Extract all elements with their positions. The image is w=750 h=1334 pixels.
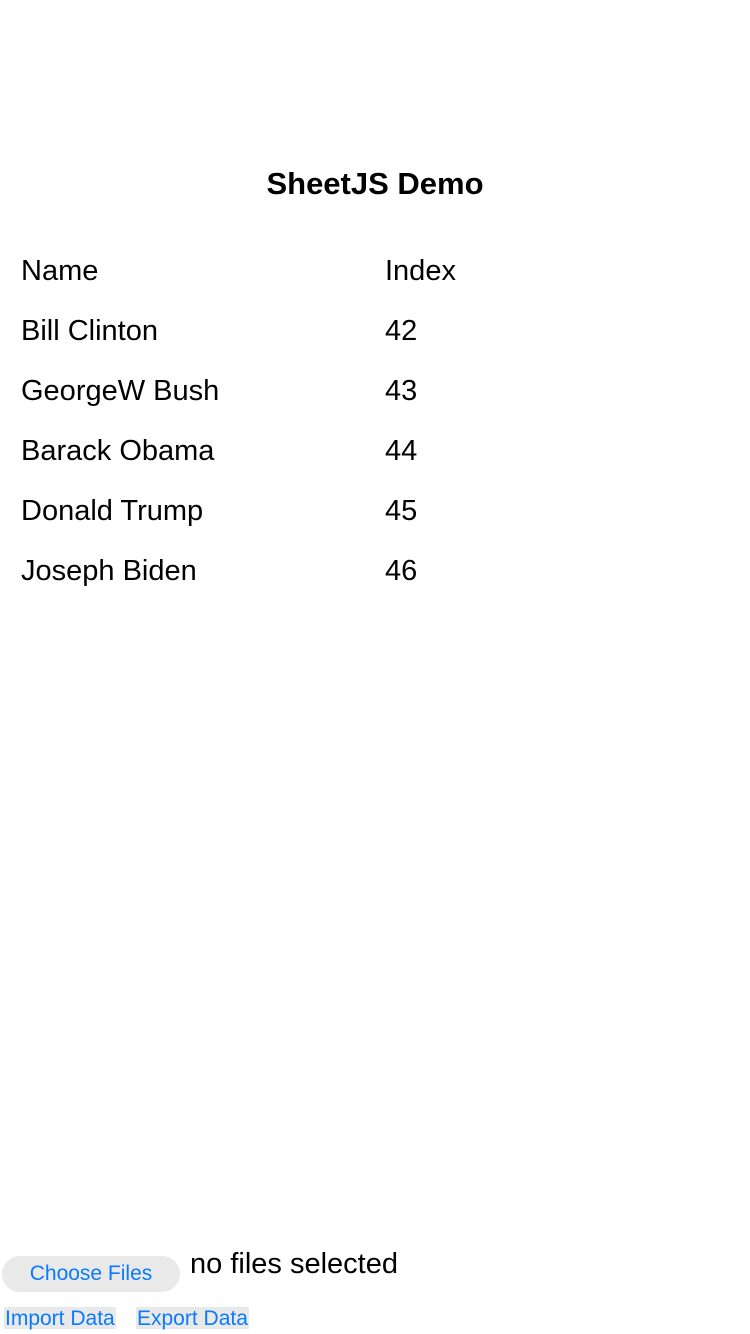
page-title: SheetJS Demo <box>266 166 484 201</box>
header-name: Name <box>21 255 99 287</box>
header-index: Index <box>385 255 456 287</box>
cell-index: 45 <box>385 495 418 527</box>
cell-index: 44 <box>385 435 418 467</box>
cell-name: Joseph Biden <box>21 555 197 587</box>
file-status: no files selected <box>190 1248 398 1280</box>
choose-files-button[interactable]: Choose Files <box>2 1256 180 1292</box>
cell-index: 42 <box>385 315 418 347</box>
import-data-button[interactable]: Import Data <box>4 1307 116 1330</box>
cell-name: Barack Obama <box>21 435 215 467</box>
export-data-button[interactable]: Export Data <box>136 1307 249 1330</box>
cell-name: Donald Trump <box>21 495 204 527</box>
cell-index: 43 <box>385 375 418 407</box>
cell-name: Bill Clinton <box>21 315 158 347</box>
cell-index: 46 <box>385 555 418 587</box>
cell-name: GeorgeW Bush <box>21 375 220 407</box>
